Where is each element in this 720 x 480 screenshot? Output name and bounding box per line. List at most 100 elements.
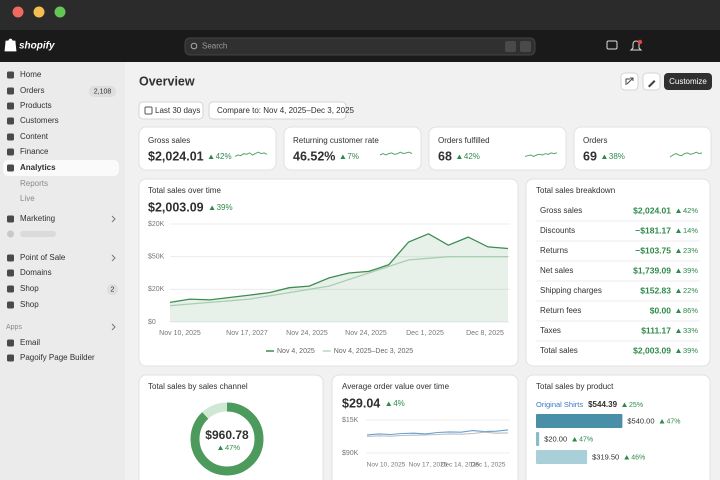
up-arrow bbox=[676, 348, 681, 353]
app-name[interactable]: shopify bbox=[19, 41, 55, 52]
card-title: Total sales breakdown bbox=[536, 186, 615, 195]
change: 22% bbox=[683, 286, 698, 295]
compare-label[interactable]: Compare to: Nov 4, 2025–Dec 3, 2025 bbox=[217, 106, 355, 115]
change: 39% bbox=[683, 266, 698, 275]
nav-icon bbox=[7, 339, 14, 347]
date-range-button[interactable] bbox=[138, 101, 204, 120]
change: 25% bbox=[629, 402, 643, 409]
nav-icon bbox=[7, 117, 14, 125]
blurred-icon bbox=[7, 230, 14, 238]
change: 23% bbox=[683, 246, 698, 255]
nav-item[interactable]: Home bbox=[20, 70, 42, 79]
sparkline bbox=[669, 151, 703, 158]
chart-value: $29.04 bbox=[342, 396, 380, 410]
chart-value: $2,003.09 bbox=[148, 200, 204, 214]
nav-item[interactable]: Live bbox=[20, 194, 35, 203]
nav-item[interactable]: Analytics bbox=[20, 163, 56, 172]
nav-icon bbox=[7, 215, 14, 223]
up-arrow bbox=[622, 402, 628, 407]
up-arrow bbox=[676, 288, 681, 293]
x-tick-label: Nov 10, 2025 bbox=[159, 330, 201, 337]
change: 4% bbox=[393, 399, 405, 408]
chat-icon[interactable] bbox=[606, 40, 618, 50]
minimize-button[interactable] bbox=[33, 6, 45, 18]
nav-item[interactable]: Products bbox=[20, 101, 52, 110]
nav-item[interactable]: Marketing bbox=[20, 214, 55, 223]
kpi-value: $2,024.01 bbox=[148, 149, 204, 163]
product-name[interactable]: Original Shirts bbox=[536, 400, 583, 409]
kpi-label: Orders fulfilled bbox=[438, 136, 490, 145]
change: 38% bbox=[609, 152, 625, 161]
up-arrow bbox=[676, 308, 681, 313]
row-value: $152.83 bbox=[640, 285, 671, 295]
change: 47% bbox=[225, 443, 240, 452]
change: 7% bbox=[347, 152, 359, 161]
up-arrow bbox=[572, 437, 578, 442]
row-label: Net sales bbox=[540, 266, 573, 275]
change: 39% bbox=[683, 346, 698, 355]
nav-item[interactable]: Email bbox=[20, 338, 40, 347]
sparkline bbox=[234, 151, 268, 157]
nav-icon bbox=[7, 354, 14, 362]
x-tick-label: Dec 8, 2025 bbox=[466, 330, 504, 337]
row-label: Discounts bbox=[540, 226, 575, 235]
zoom-button[interactable] bbox=[54, 6, 66, 18]
search-box[interactable] bbox=[184, 37, 536, 56]
x-tick-label: Nov 10, 2025 bbox=[367, 462, 406, 469]
row-label: Returns bbox=[540, 246, 568, 255]
badge bbox=[89, 86, 116, 97]
change: 42% bbox=[464, 152, 480, 161]
edit-button[interactable] bbox=[642, 72, 661, 91]
row-label: Gross sales bbox=[540, 206, 582, 215]
nav-item[interactable]: Content bbox=[20, 132, 49, 141]
change: 42% bbox=[216, 152, 232, 161]
shortcut-key bbox=[520, 41, 531, 52]
nav-item[interactable]: Domains bbox=[20, 268, 52, 277]
bar-label: $540.00 bbox=[627, 416, 654, 425]
nav-item[interactable]: Customers bbox=[20, 116, 59, 125]
nav-item[interactable]: Shop bbox=[20, 284, 39, 293]
kpi-value: 69 bbox=[583, 149, 597, 163]
chevron bbox=[111, 215, 116, 223]
kpi-card bbox=[573, 126, 712, 171]
close-button[interactable] bbox=[12, 6, 24, 18]
y-tick-label: $20K bbox=[148, 286, 165, 293]
nav-item[interactable]: Point of Sale bbox=[20, 253, 66, 262]
search-icon bbox=[190, 42, 198, 50]
up-arrow bbox=[676, 228, 681, 233]
nav-item[interactable]: Shop bbox=[20, 300, 39, 309]
nav-icon bbox=[7, 71, 14, 79]
kpi-label: Returning customer rate bbox=[293, 136, 379, 145]
customize-button[interactable] bbox=[664, 73, 712, 90]
title-bar bbox=[0, 0, 720, 30]
nav-icon bbox=[7, 87, 14, 95]
line bbox=[169, 256, 508, 307]
up-arrow bbox=[659, 419, 665, 424]
edit-icon bbox=[648, 80, 656, 88]
x-tick-label: Nov 24, 2025 bbox=[345, 330, 387, 337]
change: 39% bbox=[217, 203, 233, 212]
customize-label[interactable]: Customize bbox=[669, 77, 707, 86]
chart-card bbox=[138, 374, 324, 480]
chart-card bbox=[331, 374, 519, 480]
notification-icon[interactable] bbox=[629, 40, 643, 51]
nav-item[interactable]: Orders bbox=[20, 86, 44, 95]
nav-item[interactable]: Reports bbox=[20, 179, 48, 188]
legend-label: Nov 4, 2025 bbox=[277, 348, 315, 355]
change: 14% bbox=[683, 226, 698, 235]
bar bbox=[536, 432, 540, 446]
nav-item[interactable]: Finance bbox=[20, 147, 49, 156]
date-range-label[interactable]: Last 30 days bbox=[155, 106, 200, 115]
up-arrow bbox=[624, 455, 630, 460]
shopify-logo[interactable] bbox=[4, 38, 17, 52]
kpi-card bbox=[428, 126, 567, 171]
compare-button[interactable] bbox=[208, 101, 347, 120]
x-tick-label: Nov 17, 2025 bbox=[409, 462, 448, 469]
bar bbox=[536, 450, 588, 464]
row-label: Return fees bbox=[540, 306, 581, 315]
page-title: Overview bbox=[139, 74, 195, 88]
apps-label: Apps bbox=[6, 324, 22, 331]
donut-segment bbox=[190, 402, 264, 476]
change: 42% bbox=[683, 206, 698, 215]
nav-item[interactable]: Pagoify Page Builder bbox=[20, 353, 95, 362]
